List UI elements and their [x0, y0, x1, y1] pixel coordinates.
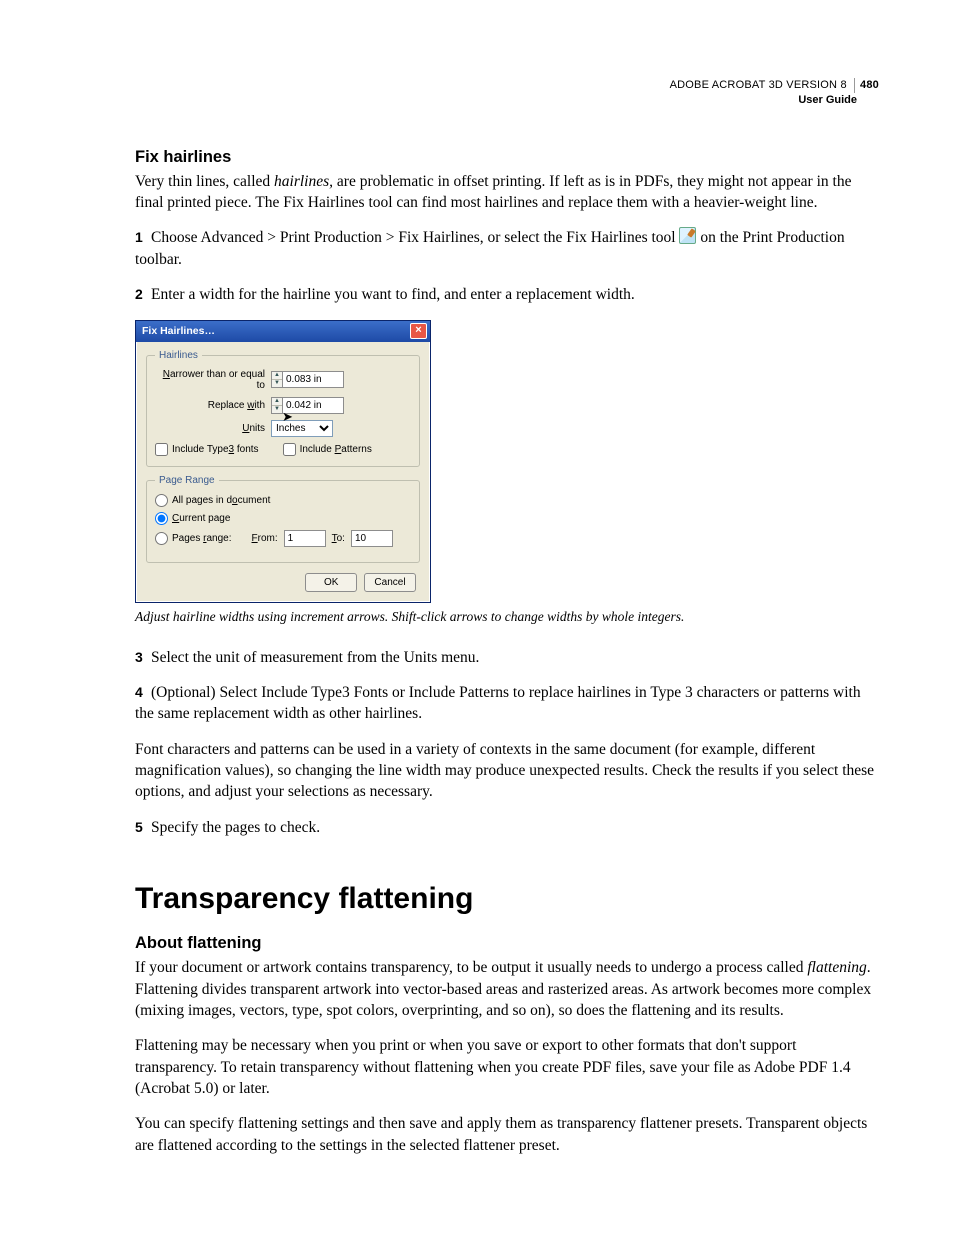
dialog-caption: Adjust hairline widths using increment a…: [135, 609, 879, 625]
page-range-legend: Page Range: [155, 475, 219, 486]
include-patterns-checkbox[interactable]: Include Patterns: [283, 443, 372, 456]
fix-hairlines-tool-icon: [679, 227, 696, 244]
narrower-spinner[interactable]: ▲▼: [271, 371, 282, 388]
step-5: 5Specify the pages to check.: [135, 817, 879, 838]
all-pages-radio[interactable]: All pages in document: [155, 494, 270, 507]
step-1: 1Choose Advanced > Print Production > Fi…: [135, 227, 879, 270]
step-num: 1: [135, 228, 151, 247]
flattening-p1: If your document or artwork contains tra…: [135, 957, 879, 1021]
fix-hairlines-intro: Very thin lines, called hairlines, are p…: [135, 171, 879, 214]
fonts-note: Font characters and patterns can be used…: [135, 739, 879, 803]
ok-button[interactable]: OK: [305, 573, 357, 592]
step-num: 4: [135, 683, 151, 702]
hairlines-group: Hairlines Narrower than or equal to ▲▼ R…: [146, 350, 420, 467]
replace-spinner[interactable]: ▲▼: [271, 397, 282, 414]
page-range-group: Page Range All pages in document Current…: [146, 475, 420, 563]
cursor-icon: ➤: [282, 409, 293, 425]
units-select[interactable]: Inches: [271, 420, 333, 437]
step-4: 4(Optional) Select Include Type3 Fonts o…: [135, 682, 879, 725]
step-num: 2: [135, 285, 151, 304]
close-icon[interactable]: ×: [410, 323, 427, 339]
dialog-title: Fix Hairlines…: [142, 325, 215, 337]
step-num: 5: [135, 818, 151, 837]
units-label: Units: [155, 423, 271, 434]
narrower-input[interactable]: [282, 371, 344, 388]
replace-label: Replace with: [155, 400, 271, 411]
from-label: From:: [252, 533, 278, 544]
guide-label: User Guide: [135, 93, 879, 108]
about-flattening-heading: About flattening: [135, 934, 879, 953]
transparency-heading: Transparency flattening: [135, 882, 879, 916]
from-input[interactable]: [284, 530, 326, 547]
step-3: 3Select the unit of measurement from the…: [135, 647, 879, 668]
to-label: To:: [332, 533, 345, 544]
page-number: 480: [854, 78, 879, 93]
pages-range-radio[interactable]: Pages range:: [155, 532, 232, 545]
cancel-button[interactable]: Cancel: [364, 573, 416, 592]
fix-hairlines-heading: Fix hairlines: [135, 148, 879, 167]
hairlines-legend: Hairlines: [155, 350, 202, 361]
include-type3-checkbox[interactable]: Include Type3 fonts: [155, 443, 259, 456]
to-input[interactable]: [351, 530, 393, 547]
flattening-p2: Flattening may be necessary when you pri…: [135, 1035, 879, 1099]
step-2: 2Enter a width for the hairline you want…: [135, 284, 879, 305]
dialog-titlebar: Fix Hairlines… ×: [136, 321, 430, 342]
narrower-label: Narrower than or equal to: [155, 369, 271, 391]
product-name: ADOBE ACROBAT 3D VERSION 8: [670, 79, 847, 91]
fix-hairlines-dialog-figure: Fix Hairlines… × Hairlines Narrower than…: [135, 320, 879, 603]
current-page-radio[interactable]: Current page: [155, 512, 230, 525]
flattening-p3: You can specify flattening settings and …: [135, 1113, 879, 1156]
step-num: 3: [135, 648, 151, 667]
page-header: ADOBE ACROBAT 3D VERSION 8 480 User Guid…: [135, 78, 879, 108]
fix-hairlines-dialog: Fix Hairlines… × Hairlines Narrower than…: [135, 320, 431, 603]
